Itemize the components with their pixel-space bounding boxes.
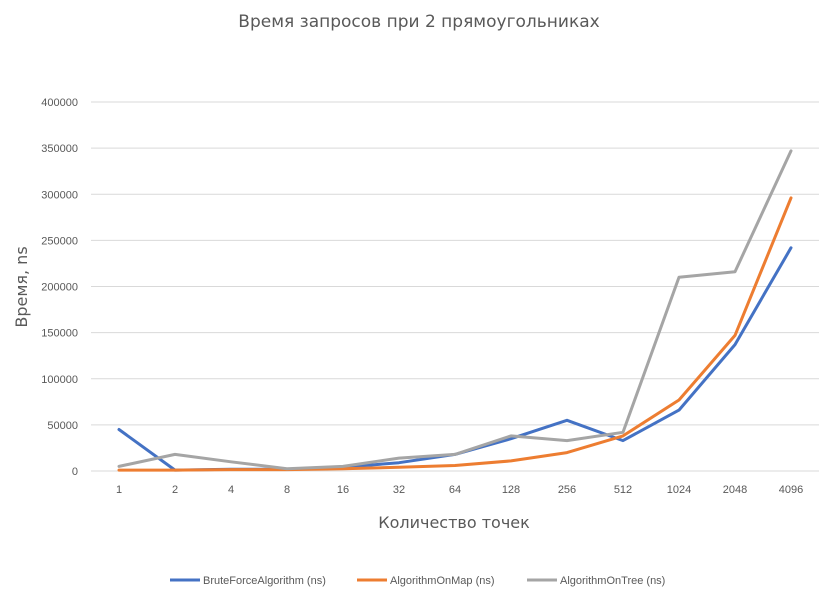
x-tick-label: 16: [337, 484, 349, 496]
y-tick-label: 50000: [47, 420, 78, 432]
legend: BruteForceAlgorithm (ns) AlgorithmOnMap (…: [170, 575, 665, 587]
x-tick-label: 1024: [667, 484, 691, 496]
legend-label: BruteForceAlgorithm (ns): [203, 575, 326, 587]
x-tick-label: 2048: [723, 484, 747, 496]
x-tick-label: 512: [614, 484, 632, 496]
x-tick-label: 256: [558, 484, 576, 496]
y-tick-label: 250000: [41, 235, 78, 247]
gridlines: [91, 101, 819, 472]
series-line-1: [117, 196, 793, 472]
x-tick-label: 32: [393, 484, 405, 496]
y-tick-label: 200000: [41, 282, 78, 294]
x-tick-label: 4: [228, 484, 234, 496]
x-tick-label: 8: [284, 484, 290, 496]
legend-label: AlgorithmOnTree (ns): [560, 575, 665, 587]
y-tick-label: 100000: [41, 374, 78, 386]
x-tick-label: 64: [449, 484, 461, 496]
x-axis-ticks: 1 2 4 8 16 32 64 128 256 512 1024 2048 4096: [116, 484, 803, 496]
y-axis-ticks: 0 50000 100000 150000 200000 250000 300000 3500…: [41, 97, 78, 478]
x-tick-label: 128: [502, 484, 520, 496]
chart-title: Время запросов при 2 прямоугольниках: [238, 12, 599, 32]
y-tick-label: 350000: [41, 143, 78, 155]
x-tick-label: 1: [116, 484, 122, 496]
x-tick-label: 2: [172, 484, 178, 496]
y-tick-label: 400000: [41, 97, 78, 109]
series-line-2: [117, 149, 793, 471]
series-line-0: [117, 246, 793, 472]
legend-label: AlgorithmOnMap (ns): [390, 575, 495, 587]
y-tick-label: 150000: [41, 328, 78, 340]
x-axis-title: Количество точек: [378, 513, 530, 532]
y-tick-label: 300000: [41, 189, 78, 201]
y-tick-label: 0: [72, 466, 78, 478]
series-lines: [117, 149, 793, 472]
x-tick-label: 4096: [779, 484, 803, 496]
y-axis-title: Время, ns: [12, 246, 31, 327]
